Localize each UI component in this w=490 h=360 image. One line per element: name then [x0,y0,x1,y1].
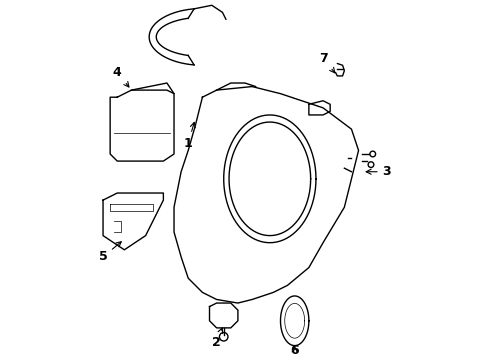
Text: 6: 6 [291,345,299,357]
Text: 5: 5 [98,242,121,264]
Text: 1: 1 [184,122,195,150]
Text: 4: 4 [113,66,129,87]
Text: 7: 7 [318,52,335,73]
Text: 2: 2 [212,328,222,348]
Text: 3: 3 [366,165,391,178]
